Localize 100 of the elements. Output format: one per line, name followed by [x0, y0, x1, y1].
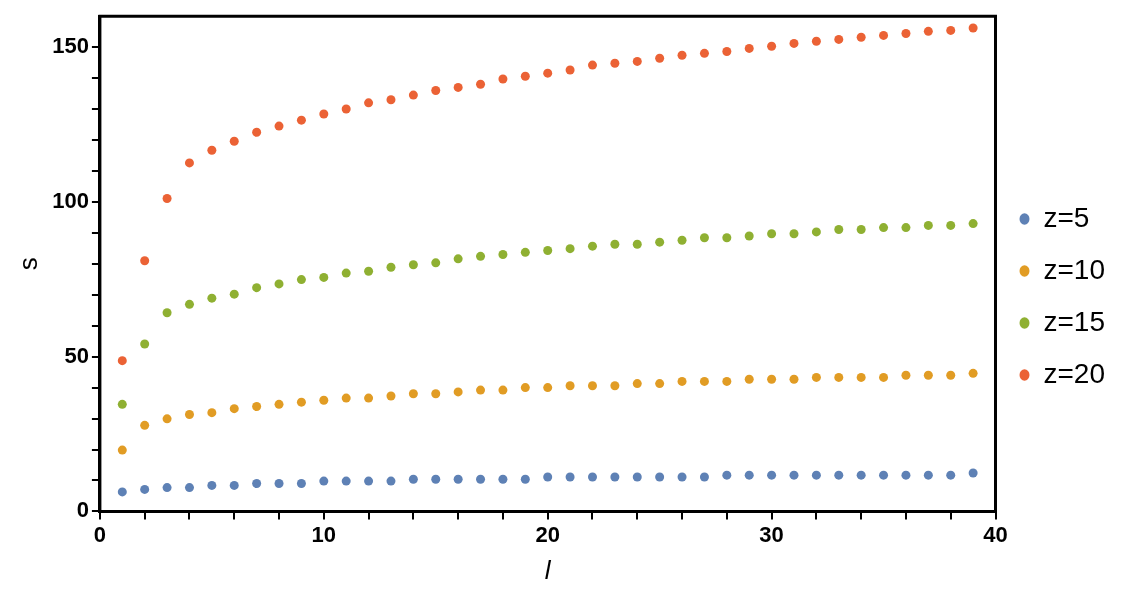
- point: [364, 98, 374, 108]
- point: [476, 79, 486, 89]
- legend-label: z=10: [1043, 253, 1105, 285]
- point: [274, 399, 284, 409]
- point: [184, 483, 194, 493]
- y-tick-label: 150: [52, 33, 89, 59]
- point: [632, 379, 642, 389]
- point: [587, 60, 597, 70]
- point: [296, 479, 306, 489]
- point: [699, 376, 709, 386]
- point: [498, 385, 508, 395]
- point: [431, 389, 441, 399]
- point: [879, 223, 889, 233]
- point: [789, 374, 799, 384]
- point: [341, 268, 351, 278]
- y-tick-label: 50: [64, 342, 89, 368]
- point: [520, 247, 530, 257]
- point: [699, 472, 709, 482]
- point: [767, 470, 777, 480]
- point: [722, 233, 732, 243]
- y-axis-title: s: [12, 257, 43, 271]
- point: [587, 381, 597, 391]
- point: [923, 220, 933, 230]
- point: [162, 483, 172, 493]
- point: [162, 194, 172, 203]
- point: [901, 470, 911, 480]
- point: [431, 85, 441, 95]
- point: [162, 414, 172, 424]
- point: [498, 74, 508, 84]
- point: [699, 233, 709, 243]
- point: [341, 476, 351, 486]
- point: [498, 250, 508, 260]
- point: [207, 480, 217, 490]
- point: [229, 480, 239, 490]
- point: [879, 470, 889, 480]
- point: [117, 356, 127, 366]
- point: [207, 293, 217, 303]
- point: [856, 224, 866, 234]
- x-tick-label: 30: [759, 521, 784, 547]
- point: [229, 289, 239, 299]
- y-tick-label: 0: [76, 497, 89, 523]
- point: [319, 395, 329, 405]
- point: [543, 383, 553, 393]
- point: [856, 32, 866, 42]
- point: [834, 224, 844, 234]
- point: [252, 283, 262, 293]
- point: [677, 235, 687, 245]
- point: [879, 30, 889, 40]
- point: [408, 90, 418, 100]
- point: [789, 38, 799, 48]
- point: [476, 251, 486, 261]
- point: [184, 299, 194, 309]
- point: [789, 229, 799, 239]
- point: [923, 470, 933, 480]
- point: [184, 410, 194, 420]
- point: [744, 374, 754, 384]
- point: [140, 484, 150, 494]
- point: [565, 381, 575, 391]
- point: [901, 223, 911, 233]
- x-axis-title: l: [544, 554, 552, 585]
- point: [968, 219, 978, 229]
- point: [274, 279, 284, 289]
- point: [901, 29, 911, 39]
- point: [923, 370, 933, 380]
- point: [834, 34, 844, 44]
- point: [879, 372, 889, 382]
- point: [296, 115, 306, 125]
- point: [386, 391, 396, 401]
- point: [946, 470, 956, 480]
- point: [408, 389, 418, 399]
- point: [789, 470, 799, 480]
- point: [408, 474, 418, 484]
- point: [296, 397, 306, 407]
- point: [856, 372, 866, 382]
- point: [117, 445, 127, 455]
- point: [364, 393, 374, 403]
- point: [476, 385, 486, 395]
- legend-label: z=20: [1043, 357, 1105, 389]
- point: [565, 244, 575, 254]
- point: [252, 401, 262, 411]
- point: [744, 231, 754, 241]
- point: [946, 25, 956, 35]
- point: [117, 487, 127, 497]
- point: [946, 370, 956, 380]
- point: [722, 470, 732, 480]
- point: [767, 374, 777, 384]
- y-tick-label: 100: [52, 187, 89, 213]
- point: [610, 239, 620, 249]
- point: [856, 470, 866, 480]
- point: [520, 383, 530, 393]
- point: [677, 472, 687, 482]
- point: [207, 145, 217, 155]
- point: [364, 476, 374, 486]
- point: [229, 404, 239, 414]
- point: [744, 43, 754, 53]
- point: [923, 26, 933, 36]
- point: [162, 308, 172, 318]
- point: [677, 376, 687, 386]
- point: [543, 245, 553, 255]
- x-tick-label: 0: [93, 521, 107, 547]
